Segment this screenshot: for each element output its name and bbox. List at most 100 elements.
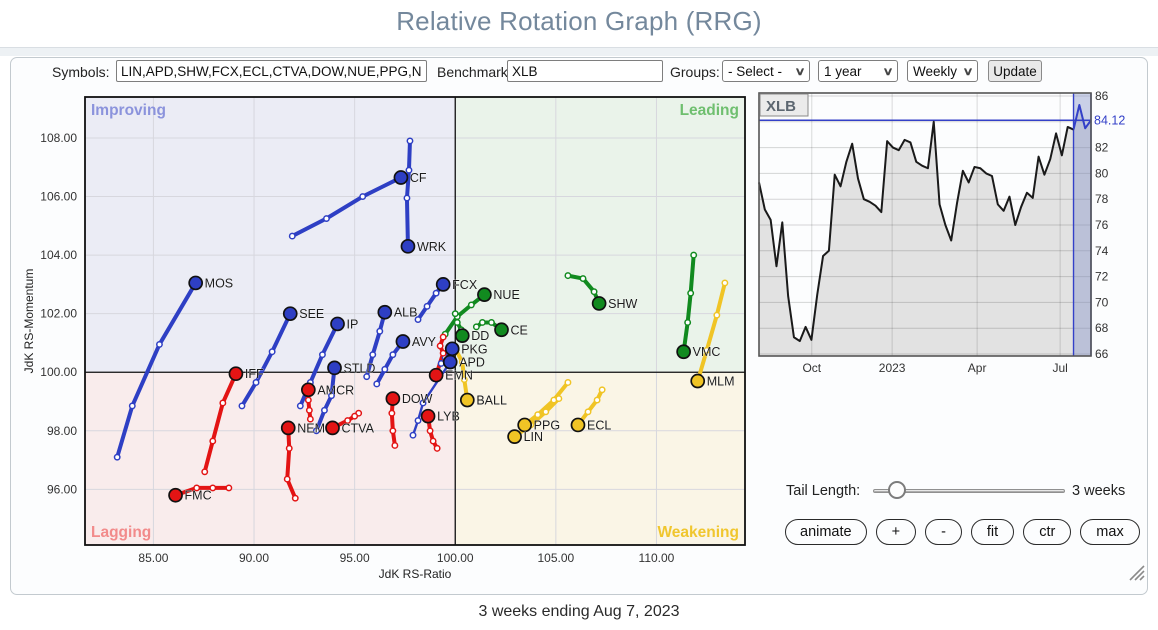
- symbol-label-APD: APD: [459, 355, 485, 369]
- svg-text:100.00: 100.00: [437, 551, 474, 565]
- quadrant-label-improving: Improving: [91, 102, 166, 119]
- zoom-in-button[interactable]: +: [875, 519, 917, 545]
- zoom-out-button[interactable]: -: [925, 519, 962, 545]
- frequency-select-value: Weekly: [913, 63, 958, 79]
- svg-text:102.00: 102.00: [40, 307, 77, 321]
- symbol-node-ALB[interactable]: [377, 304, 393, 320]
- svg-text:66: 66: [1095, 347, 1109, 361]
- symbol-label-CE: CE: [511, 323, 528, 337]
- svg-text:100.00: 100.00: [40, 365, 77, 379]
- animate-button[interactable]: animate: [785, 519, 867, 545]
- symbol-node-DD[interactable]: [454, 328, 470, 343]
- symbol-node-FCX[interactable]: [435, 277, 451, 292]
- max-button[interactable]: max: [1080, 519, 1140, 545]
- svg-text:95.00: 95.00: [340, 551, 370, 565]
- symbol-node-DOW[interactable]: [385, 391, 401, 406]
- svg-text:90.00: 90.00: [239, 551, 269, 565]
- symbol-node-WRK[interactable]: [400, 238, 416, 254]
- symbol-label-FCX: FCX: [452, 278, 478, 292]
- fit-button[interactable]: fit: [970, 519, 1015, 545]
- quadrant-label-weakening: Weakening: [657, 524, 739, 541]
- svg-text:76: 76: [1095, 218, 1109, 232]
- symbol-label-NUE: NUE: [493, 288, 519, 302]
- x-axis-title: JdK RS-Ratio: [379, 567, 452, 581]
- symbol-node-LIN[interactable]: [507, 429, 522, 445]
- tail-length-label: Tail Length:: [786, 483, 861, 499]
- symbol-node-BALL[interactable]: [459, 392, 475, 408]
- symbol-label-DOW: DOW: [402, 392, 433, 406]
- benchmark-chart-title: XLB: [766, 98, 796, 115]
- period-select-value: 1 year: [824, 63, 862, 79]
- svg-text:2023: 2023: [879, 361, 906, 375]
- y-axis-title: JdK RS-Momentum: [22, 269, 36, 374]
- period-caption: 3 weeks ending Aug 7, 2023: [478, 603, 680, 620]
- symbol-label-CTVA: CTVA: [342, 421, 375, 435]
- symbol-label-PKG: PKG: [461, 342, 487, 356]
- symbol-label-MOS: MOS: [205, 276, 233, 290]
- symbol-node-MLM[interactable]: [690, 373, 706, 389]
- chevron-down-icon: ∨: [794, 65, 806, 78]
- symbol-node-APD[interactable]: [442, 354, 458, 370]
- center-button[interactable]: ctr: [1023, 519, 1072, 545]
- symbol-node-NUE[interactable]: [477, 287, 492, 302]
- update-button[interactable]: Update: [988, 60, 1042, 82]
- symbol-node-PKG[interactable]: [444, 341, 460, 357]
- tail-length-slider-handle[interactable]: [888, 481, 906, 499]
- symbol-node-SEE[interactable]: [282, 306, 298, 322]
- symbol-label-MLM: MLM: [707, 375, 735, 389]
- svg-text:104.00: 104.00: [40, 248, 77, 262]
- symbol-label-IP: IP: [347, 317, 359, 331]
- svg-text:106.00: 106.00: [40, 190, 77, 204]
- svg-text:68: 68: [1095, 321, 1109, 335]
- symbol-label-VMC: VMC: [693, 345, 721, 359]
- benchmark-input[interactable]: [507, 60, 663, 82]
- symbols-input[interactable]: [116, 60, 427, 82]
- svg-text:70: 70: [1095, 295, 1109, 309]
- symbol-node-IFF[interactable]: [228, 366, 244, 382]
- rrg-chart[interactable]: Improving Leading Lagging Weakening 85.00 90.…: [20, 90, 760, 588]
- svg-text:98.00: 98.00: [47, 424, 77, 438]
- symbol-node-CTVA[interactable]: [325, 420, 340, 436]
- period-select[interactable]: 1 year ∨: [818, 60, 898, 82]
- resize-handle-icon[interactable]: [1124, 560, 1146, 582]
- symbol-label-PPG: PPG: [534, 418, 560, 432]
- symbol-label-SHW: SHW: [608, 297, 637, 311]
- quadrant-label-leading: Leading: [680, 102, 739, 119]
- symbol-label-SEE: SEE: [299, 307, 324, 321]
- symbol-node-NEM[interactable]: [280, 420, 296, 436]
- symbol-node-STLD[interactable]: [327, 360, 342, 376]
- frequency-select[interactable]: Weekly ∨: [907, 60, 978, 82]
- symbol-label-LIN: LIN: [524, 430, 543, 444]
- svg-text:96.00: 96.00: [47, 482, 77, 496]
- symbol-node-ECL[interactable]: [570, 417, 586, 433]
- symbol-node-CF[interactable]: [393, 170, 409, 185]
- tail-length-slider-track[interactable]: [873, 489, 1065, 493]
- symbol-node-MOS[interactable]: [188, 275, 204, 291]
- tail-length-value: 3 weeks: [1072, 483, 1126, 499]
- groups-select[interactable]: - Select - ∨: [722, 60, 810, 82]
- symbol-node-IP[interactable]: [330, 316, 345, 332]
- svg-text:78: 78: [1095, 192, 1109, 206]
- symbol-node-FMC[interactable]: [168, 487, 183, 503]
- symbol-node-AMCR[interactable]: [301, 382, 316, 398]
- symbol-node-PPG[interactable]: [517, 417, 533, 433]
- svg-text:86: 86: [1095, 91, 1109, 103]
- header-strip: [0, 48, 1158, 56]
- symbol-label-AVY: AVY: [412, 335, 437, 349]
- symbol-label-ALB: ALB: [394, 306, 418, 320]
- symbol-label-LYB: LYB: [437, 410, 460, 424]
- benchmark-last-price: 84.12: [1094, 113, 1125, 127]
- symbol-label-AMCR: AMCR: [317, 383, 354, 397]
- symbol-node-AVY[interactable]: [395, 334, 411, 349]
- symbol-node-EMN[interactable]: [428, 367, 444, 383]
- symbol-node-SHW[interactable]: [591, 296, 607, 311]
- symbol-label-ECL: ECL: [587, 418, 611, 432]
- symbol-node-CE[interactable]: [494, 322, 509, 338]
- chevron-down-icon: ∨: [962, 65, 974, 78]
- header-divider: [0, 47, 1158, 48]
- symbol-label-FMC: FMC: [185, 489, 212, 503]
- symbol-node-LYB[interactable]: [420, 408, 436, 424]
- symbol-node-VMC[interactable]: [676, 344, 691, 360]
- page-title: Relative Rotation Graph (RRG): [396, 6, 762, 36]
- chevron-down-icon: ∨: [882, 65, 894, 78]
